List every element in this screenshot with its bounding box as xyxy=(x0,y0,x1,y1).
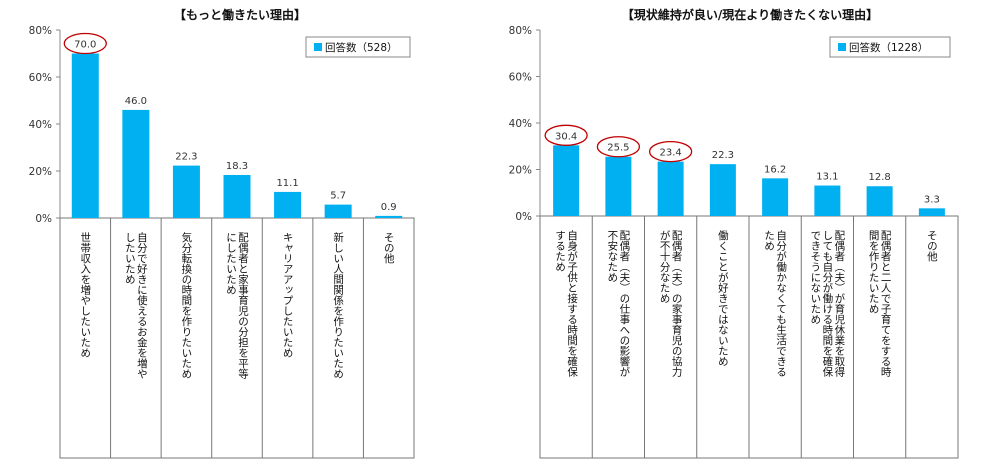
bar-2 xyxy=(122,109,150,218)
bar-4 xyxy=(223,174,251,218)
y-tick-label: 20% xyxy=(509,165,532,177)
category-label-1-line-2: するため xyxy=(554,230,566,272)
value-label-8: 3.3 xyxy=(924,194,940,205)
y-tick-label: 0% xyxy=(515,211,532,223)
value-label-6: 5.7 xyxy=(330,191,346,202)
category-label-7-line-2: 間を作りたいため xyxy=(868,230,880,314)
category-label-4-line-2: にしたいため xyxy=(225,232,237,295)
value-label-3: 23.4 xyxy=(659,148,681,159)
highlight-oval-1 xyxy=(544,124,588,146)
legend-label: 回答数（528） xyxy=(325,41,398,54)
bar-6 xyxy=(324,204,352,218)
value-label-5: 11.1 xyxy=(276,178,298,189)
category-label-6-line-1: 配偶者（夫）が育児休業を取得 xyxy=(833,230,845,377)
bar-7 xyxy=(375,215,403,218)
legend-box xyxy=(829,36,951,58)
category-label-5: キャリアアップしたいため xyxy=(282,232,294,358)
y-tick-label: 20% xyxy=(29,166,52,178)
bar-7 xyxy=(866,186,893,216)
category-label-7-line-1: 配偶者と二人で子育てをする時 xyxy=(880,230,892,377)
category-label-2-line-2: したいため xyxy=(124,232,136,285)
value-label-2: 46.0 xyxy=(125,96,147,107)
category-label-2-line-1: 自分で好きに使えるお金を増や xyxy=(136,231,148,379)
value-label-1: 30.4 xyxy=(555,131,577,142)
category-label-4: 働くことが好きではないため xyxy=(717,229,729,366)
value-label-3: 22.3 xyxy=(175,152,197,163)
chart-left: 【もっと働きたい理由】 0% 20% 40% 60% 80% 70.0 世帯収入を増やしたいた… xyxy=(0,0,470,468)
bar-1 xyxy=(71,53,99,218)
value-label-5: 16.2 xyxy=(764,164,786,175)
value-label-2: 25.5 xyxy=(607,143,629,154)
value-label-4: 22.3 xyxy=(712,150,734,161)
category-label-6-line-2: しても自分が働ける時間を確保 xyxy=(821,230,833,378)
bar-5 xyxy=(274,191,302,218)
highlight-oval-3 xyxy=(648,140,693,163)
category-label-3: 気分転換の時間を作りたいため xyxy=(180,231,192,379)
bar-1 xyxy=(553,145,580,216)
category-label-5-line-2: ため xyxy=(763,230,775,251)
y-tick-label: 0% xyxy=(35,213,52,225)
category-label-1-line-1: 自身が子供と接する時間を確保 xyxy=(566,229,578,378)
bar-3 xyxy=(657,161,684,216)
legend-label: 回答数（1228） xyxy=(849,41,928,54)
chart-title: 【現状維持が良い/現在より働きたくない理由】 xyxy=(622,7,878,22)
legend-swatch xyxy=(314,43,322,51)
chart-title: 【もっと働きたい理由】 xyxy=(174,7,306,22)
category-label-3-line-1: 配偶者（夫）の家事育児の協力 xyxy=(671,230,683,378)
chart-right-svg: 【現状維持が良い/現在より働きたくない理由】 0% 20% 40% 60% 80% 30.4… xyxy=(509,7,959,459)
category-label-2-line-2: 不安なため xyxy=(606,230,618,283)
highlight-oval-2 xyxy=(596,136,641,158)
y-tick-label: 60% xyxy=(29,72,52,84)
y-tick-label: 40% xyxy=(509,118,532,130)
bar-3 xyxy=(172,165,200,218)
value-label-7: 0.9 xyxy=(381,202,397,213)
value-label-7: 12.8 xyxy=(868,172,890,183)
bar-5 xyxy=(762,178,789,216)
category-label-1: 世帯収入を増やしたいため xyxy=(79,232,91,358)
category-label-3-line-2: が不十分なため xyxy=(659,229,671,303)
category-label-7: その他 xyxy=(383,232,395,264)
highlight-oval-1 xyxy=(63,32,107,55)
chart-left-svg: 【もっと働きたい理由】 0% 20% 40% 60% 80% 70.0 世帯収入を増やしたいた… xyxy=(29,7,415,459)
y-tick-label: 80% xyxy=(29,25,52,37)
bar-4 xyxy=(709,164,736,216)
chart-right: 【現状維持が良い/現在より働きたくない理由】 0% 20% 40% 60% 80% 30.4… xyxy=(500,0,983,468)
value-label-4: 18.3 xyxy=(226,161,248,172)
bar-2 xyxy=(605,156,632,216)
category-label-6: 新しい人間関係を作りたいため xyxy=(332,231,344,379)
y-tick-label: 80% xyxy=(509,25,532,37)
category-label-4-line-1: 配偶者と家事育児の分担を平等 xyxy=(237,232,249,379)
category-label-8: その他 xyxy=(926,230,938,262)
value-label-1: 70.0 xyxy=(74,40,96,51)
category-label-2-line-1: 配偶者（夫）の仕事への影響が xyxy=(618,230,630,377)
legend-box xyxy=(305,36,411,58)
y-tick-label: 60% xyxy=(509,72,532,84)
bar-6 xyxy=(814,185,841,216)
bar-8 xyxy=(918,208,945,216)
y-tick-label: 40% xyxy=(29,119,52,131)
category-label-6-line-3: できそうにないため xyxy=(809,230,821,325)
value-label-6: 13.1 xyxy=(816,172,838,183)
category-label-5-line-1: 自分が働かなくても生活できる xyxy=(775,229,787,377)
legend-swatch xyxy=(838,43,846,51)
